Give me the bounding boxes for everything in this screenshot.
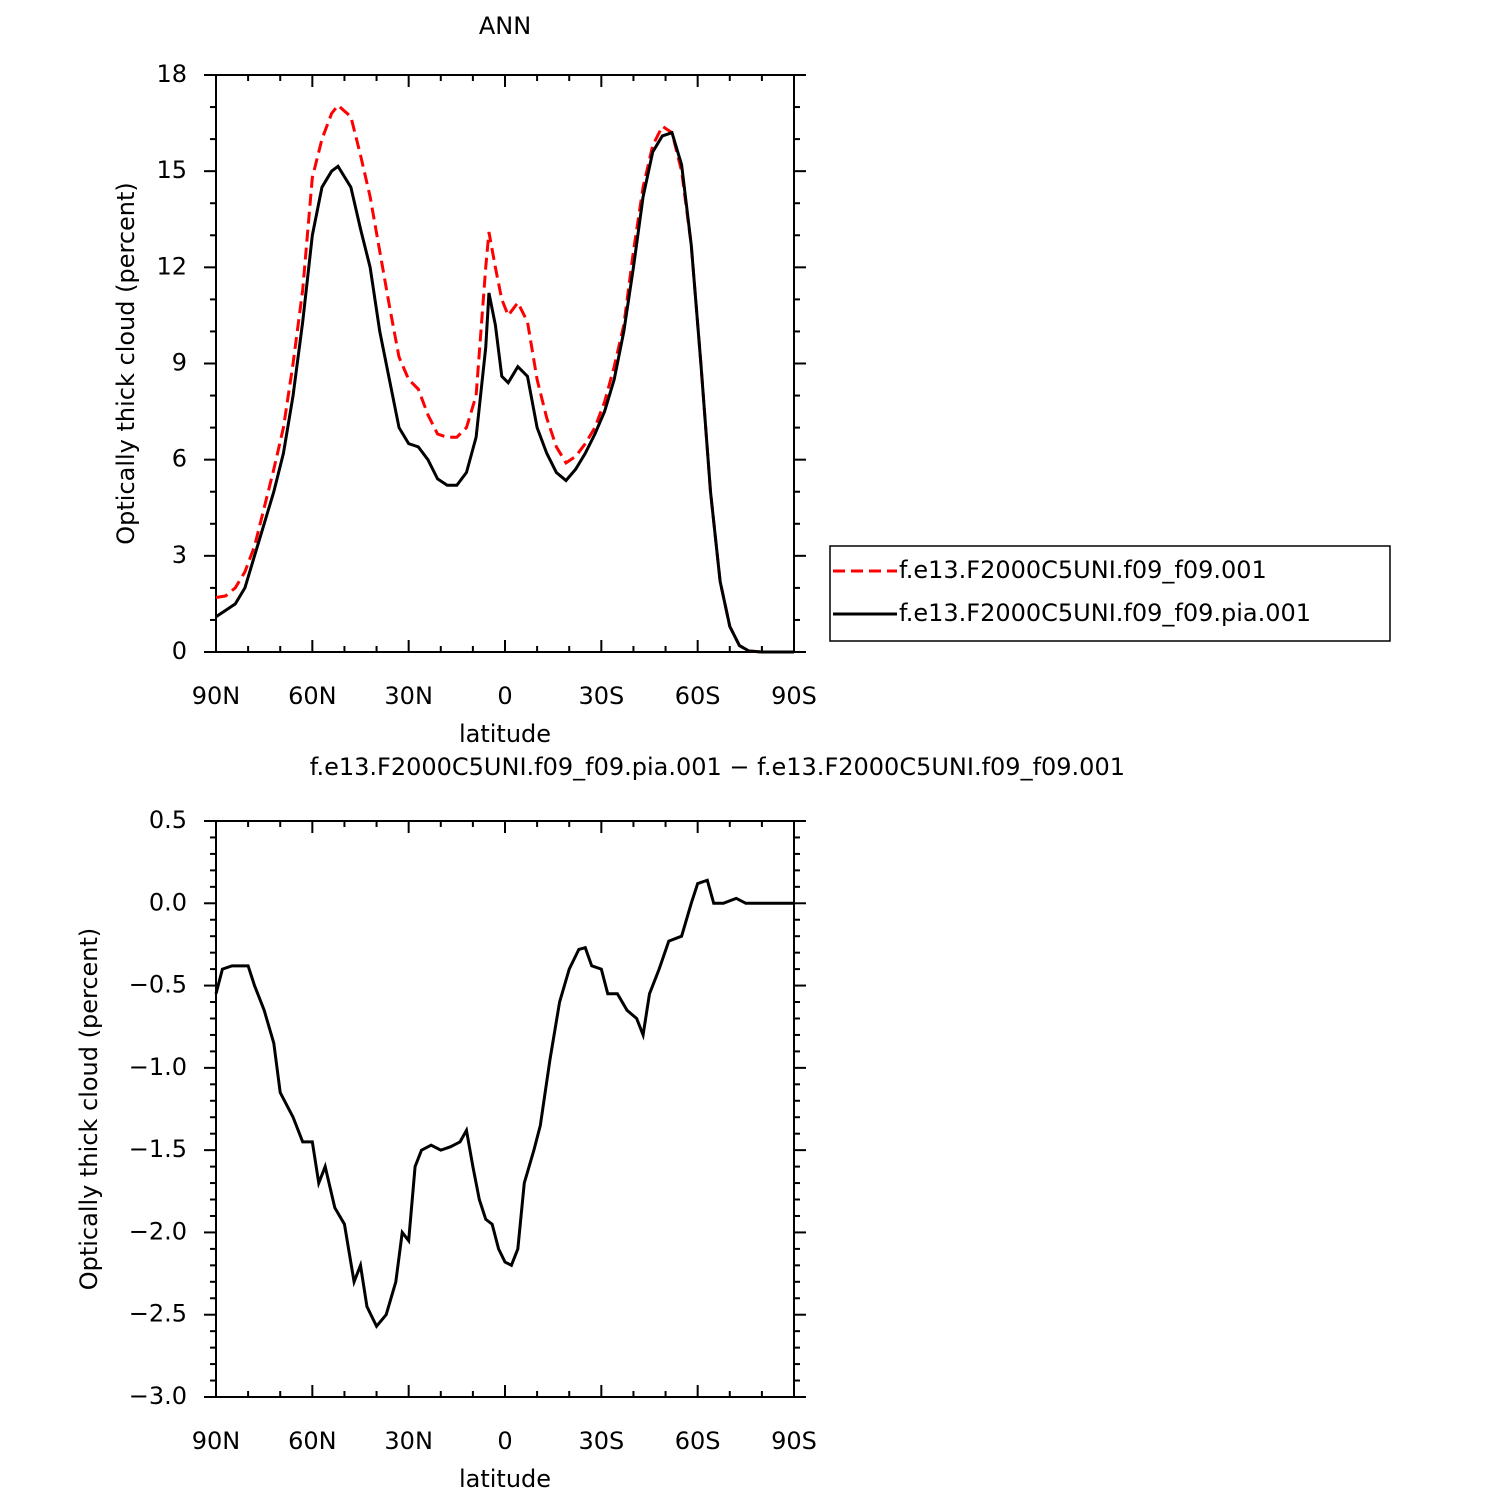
y-tick-label: 0.0 [149, 888, 187, 916]
y-tick-label: −3.0 [129, 1382, 187, 1410]
y-tick-label: −2.0 [129, 1217, 187, 1245]
y-tick-label: 18 [156, 60, 187, 88]
x-tick-label: 30N [384, 682, 433, 710]
chart-title: ANN [479, 12, 531, 40]
plot-frame [215, 820, 795, 1398]
data-line [215, 130, 794, 654]
data-line [214, 878, 794, 1329]
y-tick-label: 12 [156, 252, 187, 280]
x-tick-label: 60N [288, 1427, 337, 1455]
x-tick-label: 0 [497, 682, 512, 710]
x-tick-label: 90N [192, 682, 241, 710]
x-tick-label: 0 [497, 1427, 512, 1455]
x-tick-label: 90S [771, 1427, 817, 1455]
x-tick-label: 30S [578, 1427, 624, 1455]
legend-box [829, 545, 1391, 642]
y-tick-label: −1.5 [129, 1135, 187, 1163]
y-tick-label: −0.5 [129, 971, 187, 999]
x-tick-label: 90S [771, 682, 817, 710]
x-tick-label: 30S [578, 682, 624, 710]
y-tick-label: 9 [172, 349, 187, 377]
chart-title: f.e13.F2000C5UNI.f09_f09.pia.001 − f.e13… [310, 753, 1125, 781]
y-tick-label: −1.0 [129, 1053, 187, 1081]
y-tick-label: 0 [172, 637, 187, 665]
x-tick-label: 60S [675, 682, 721, 710]
legend-label: f.e13.F2000C5UNI.f09_f09.pia.001 [899, 599, 1311, 627]
legend-label: f.e13.F2000C5UNI.f09_f09.001 [899, 556, 1267, 584]
x-axis-label: latitude [459, 720, 551, 748]
x-tick-label: 30N [384, 1427, 433, 1455]
x-tick-label: 60N [288, 682, 337, 710]
data-line [215, 103, 794, 654]
y-tick-label: 6 [172, 445, 187, 473]
y-tick-label: 3 [172, 541, 187, 569]
y-axis-label: Optically thick cloud (percent) [112, 182, 140, 545]
y-tick-label: 0.5 [149, 806, 187, 834]
plot-frame [215, 74, 795, 653]
y-tick-label: −2.5 [129, 1300, 187, 1328]
x-tick-label: 90N [192, 1427, 241, 1455]
y-axis-label: Optically thick cloud (percent) [75, 928, 103, 1291]
x-axis-label: latitude [459, 1465, 551, 1493]
x-tick-label: 60S [675, 1427, 721, 1455]
y-tick-label: 15 [156, 156, 187, 184]
